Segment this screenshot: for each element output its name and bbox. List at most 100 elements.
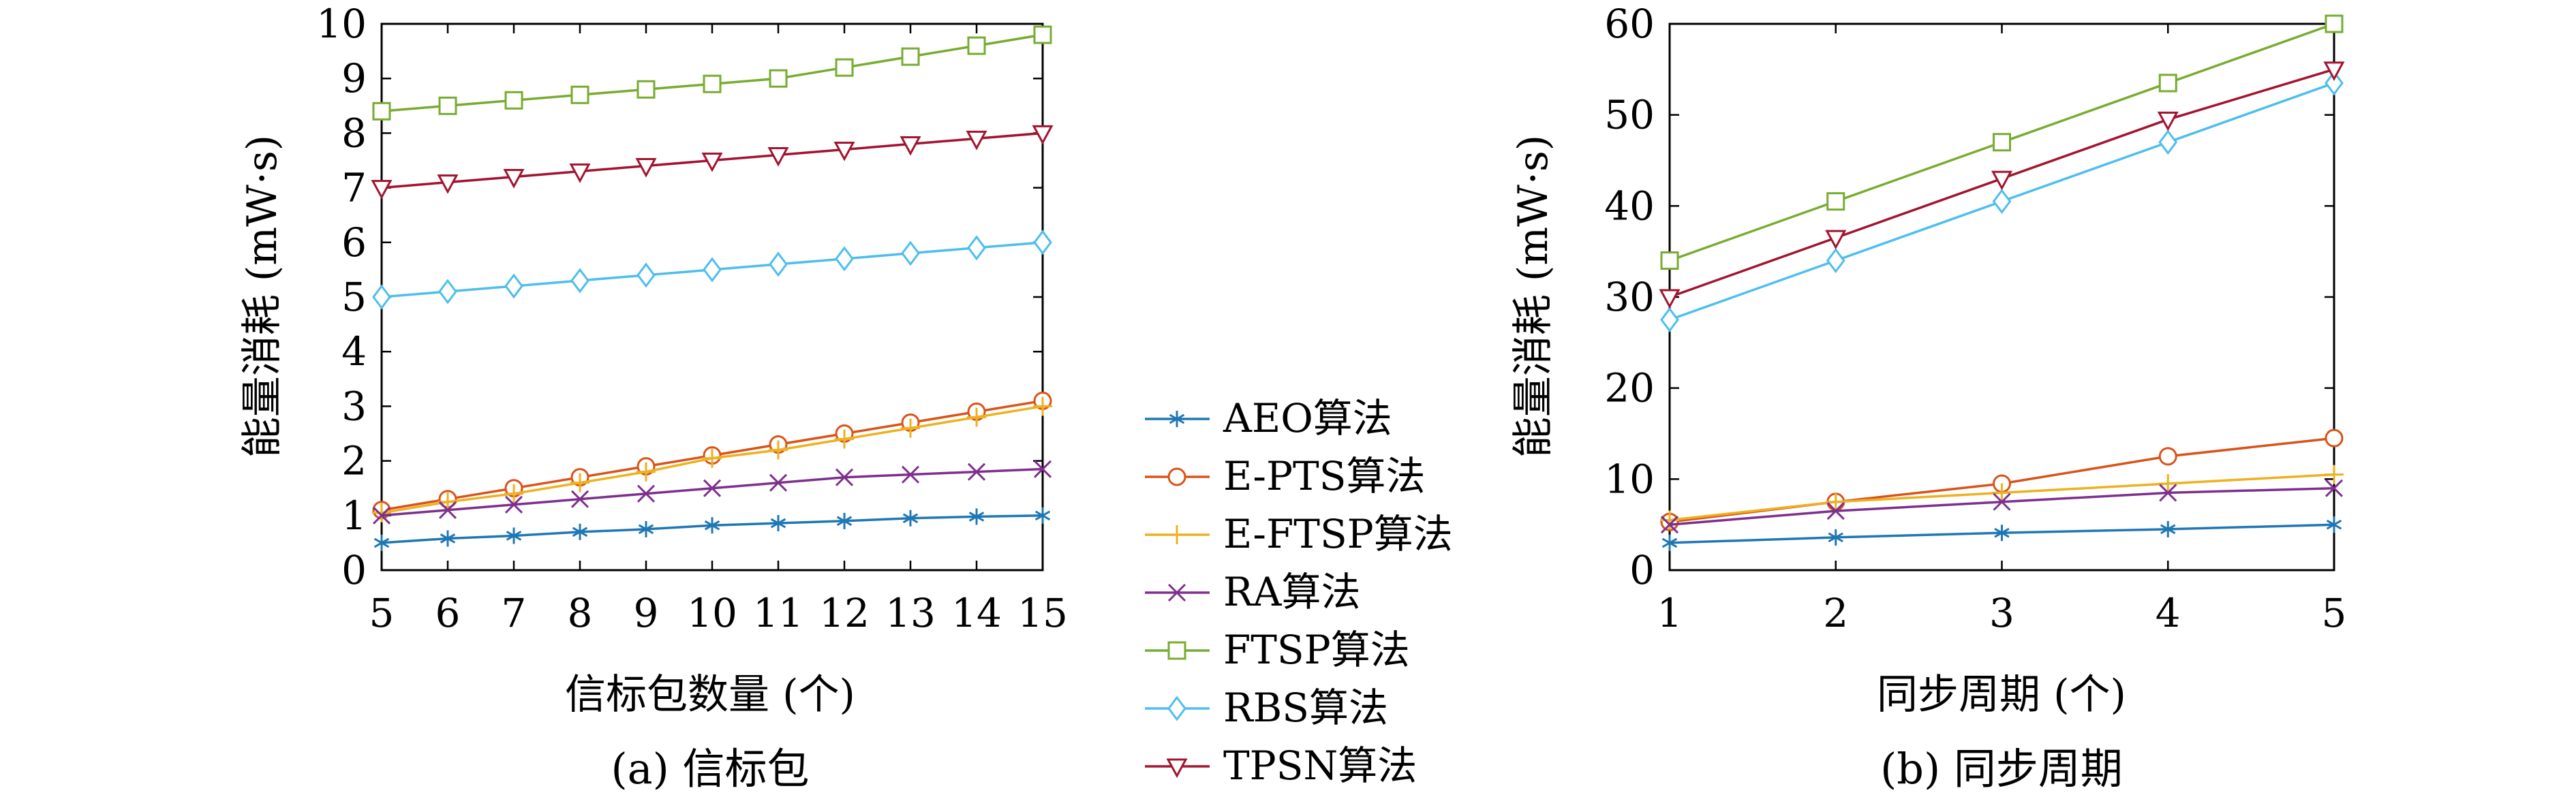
chart-b-series-ftsp [1660,14,2344,270]
chart-a-data-point [836,512,853,529]
chart-b-x-tick-label: 2 [1823,590,1848,636]
legend-marker [1167,696,1186,721]
chart-a-data-point [902,510,919,527]
chart-b-data-point [1826,248,1845,274]
chart-a-series-aeo [373,507,1051,551]
chart-b-data-point [2323,61,2345,81]
chart-b-y-tick-label: 40 [1604,183,1655,229]
chart-a-data-point [967,463,986,481]
chart-a-x-tick-label: 15 [1017,590,1068,636]
chart-a-y-tick-label: 9 [341,55,367,101]
chart-a-data-point [966,130,987,151]
chart-a-data-point [703,479,722,497]
chart-a-data-point [371,180,393,200]
legend-label: FTSP算法 [1223,627,1410,673]
chart-a-data-point [635,158,657,178]
chart-a-data-point [1034,507,1051,524]
legend-item: RA算法 [1145,569,1361,615]
legend-item: AEO算法 [1145,395,1392,441]
chart-a-data-point [770,515,786,532]
chart-b-x-tick-label: 5 [2322,590,2347,636]
legend: AEO算法 E-PTS算法 E-FTSP算法 RA算法 FTSP算法 RBS算法… [1145,395,1453,789]
chart-a-data-point [438,279,457,304]
chart-b-data-point [1660,307,1679,332]
chart-b-data-point [2325,479,2344,497]
chart-a-x-tick-label: 12 [819,590,870,636]
chart-b-data-point [2325,14,2344,33]
chart-b-caption: (b) 同步周期 [1880,744,2123,794]
chart-a-data-point [437,174,459,194]
chart-b-series-e-ftsp [1660,465,2344,530]
chart-a-data-point [504,273,523,299]
chart-a-y-tick-label: 4 [341,328,367,375]
legend-marker [1169,411,1185,427]
chart-a-data-point [967,36,986,55]
chart-b-data-point [2326,516,2342,533]
chart-a-data-point [372,101,391,121]
chart-b-series-aeo [1661,516,2342,551]
chart-b-series-ra [1660,479,2344,534]
chart-a-y-tick-label: 8 [341,110,367,156]
chart-a-data-point [769,473,788,492]
chart-a-y-tick-label: 6 [341,219,367,266]
chart-b-data-point [1661,534,1678,551]
chart-a-caption: (a) 信标包 [611,744,809,794]
chart-b-data-point [2160,520,2176,537]
chart-a-series-ra [372,460,1052,525]
chart-a-x-tick-label: 8 [568,590,593,636]
chart-a-series-tpsn [371,125,1054,200]
chart-a-data-point [570,473,589,493]
chart-a-series-ftsp [372,25,1052,121]
chart-a-y-tick-label: 0 [341,547,367,593]
chart-b-data-point [2325,465,2344,484]
chart-a-data-point [504,91,523,110]
chart-a-data-point [835,429,854,449]
chart-b-data-point [2159,484,2177,502]
chart-a-y-tick-label: 10 [316,1,367,47]
legend-item: TPSN算法 [1145,743,1417,789]
chart-a-data-point [901,418,920,438]
chart-a-data-point [637,80,656,99]
chart-b-data-point [2325,70,2344,96]
chart-a-data-point [438,492,457,512]
chart-b-y-tick-label: 20 [1604,365,1655,411]
chart-b-data-point [2158,74,2177,93]
chart-a-ylabel: 能量消耗 (mW·s) [239,135,286,458]
chart-a-data-point [570,268,589,294]
legend-marker [1167,525,1186,544]
chart-a-series-rbs [372,230,1052,310]
chart-a-data-point [1033,230,1052,255]
chart-a-data-point [835,246,854,272]
legend-label: TPSN算法 [1223,743,1417,789]
chart-a-data-point [637,462,656,482]
chart-a-data-point [504,495,523,514]
chart-a-data-point [833,141,855,161]
legend-item: E-FTSP算法 [1145,511,1453,557]
legend-marker [1167,641,1186,660]
chart-b-data-point [1826,192,1845,211]
chart-a-data-point [372,284,391,310]
chart-a-data-point [506,527,522,544]
chart-a-data-point [901,47,920,66]
chart-a-x-tick-label: 10 [687,590,737,636]
chart-a-y-tick-label: 5 [341,274,367,320]
chart-b-y-tick-label: 10 [1604,456,1655,502]
chart-b-x-tick-label: 4 [2156,590,2181,636]
chart-a-data-point [769,69,788,88]
chart-a-data-point [504,484,523,503]
chart-a-x-tick-label: 7 [502,590,527,636]
chart-a-data-point [703,448,722,468]
chart-b-data-point [1828,529,1843,546]
chart-a-data-point [835,468,854,486]
chart-a-data-point [703,74,722,93]
chart-a-data-point [704,517,720,534]
chart-b-data-point [1825,230,1847,250]
legend-item: FTSP算法 [1145,627,1410,673]
chart-a-data-point [1033,396,1052,416]
chart-a-data-point [901,240,920,266]
chart-b-data-point [1993,493,2011,511]
chart-a-x-tick-label: 14 [951,590,1002,636]
chart-a-data-point [835,58,854,77]
chart-b-data-point [1826,502,1845,520]
chart-a-x-tick-label: 6 [435,590,461,636]
